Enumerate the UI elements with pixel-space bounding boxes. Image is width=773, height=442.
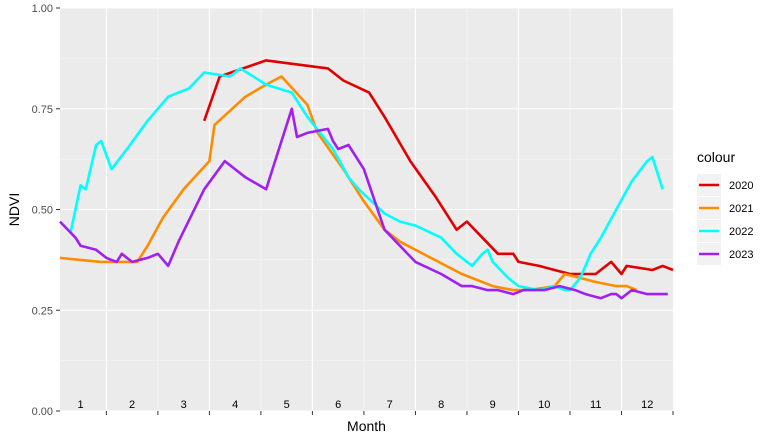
y-tick-label: 0.00 [32,406,53,418]
legend-title: colour [697,149,735,165]
month-label: 2 [129,399,135,411]
legend-items: 2020 2021 2022 2023 [697,174,753,265]
month-label: 6 [335,399,341,411]
x-axis [105,411,674,415]
y-tick-label: 0.50 [32,205,53,217]
y-axis: 0.00 0.25 0.50 0.75 1.00 [32,3,60,418]
legend-label-2020: 2020 [729,180,753,192]
series-line-2021 [59,75,638,292]
y-tick-label: 0.25 [32,305,53,317]
month-labels: 1 2 3 4 5 6 7 8 9 10 11 12 [78,399,654,411]
month-label: 4 [232,399,238,411]
legend-label-2022: 2022 [729,226,753,238]
major-gridlines [60,7,673,412]
series-line-2022 [69,67,664,292]
x-axis-title: Month [347,418,386,434]
month-label: 11 [590,399,601,411]
y-tick-label: 1.00 [32,3,53,15]
month-label: 3 [181,399,187,411]
month-label: 10 [538,399,550,411]
month-label: 7 [387,399,393,411]
month-label: 9 [490,399,496,411]
month-label: 1 [78,399,84,411]
series-line-2020 [202,59,674,276]
y-tick-label: 0.75 [32,104,53,116]
legend-label-2021: 2021 [729,203,753,215]
series-line-2023 [59,107,668,300]
month-label: 12 [641,399,653,411]
month-label: 5 [284,399,290,411]
y-axis-title: NDVI [6,193,22,226]
month-label: 8 [438,399,444,411]
legend: colour 2020 2021 2022 2023 [697,149,753,265]
series-lines [59,59,674,300]
legend-label-2023: 2023 [729,249,753,261]
